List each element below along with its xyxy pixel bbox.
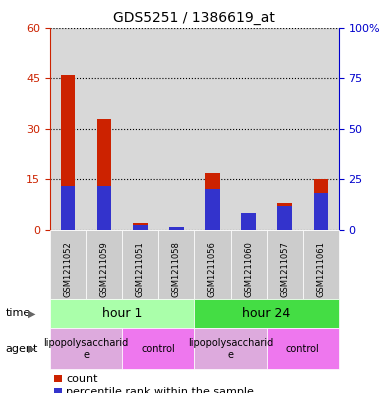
Bar xyxy=(313,179,328,230)
Text: hour 1: hour 1 xyxy=(102,307,142,320)
Text: lipopolysaccharid
e: lipopolysaccharid e xyxy=(44,338,129,360)
Text: control: control xyxy=(286,344,320,354)
Text: GSM1211051: GSM1211051 xyxy=(136,241,145,297)
Text: GSM1211061: GSM1211061 xyxy=(316,241,325,297)
Bar xyxy=(97,119,111,230)
Bar xyxy=(241,213,256,230)
Text: GSM1211058: GSM1211058 xyxy=(172,241,181,297)
Bar xyxy=(133,225,147,230)
Text: count: count xyxy=(66,374,98,384)
Bar xyxy=(313,193,328,230)
Bar xyxy=(278,203,292,230)
Bar xyxy=(133,223,147,230)
Title: GDS5251 / 1386619_at: GDS5251 / 1386619_at xyxy=(114,11,275,25)
Text: GSM1211052: GSM1211052 xyxy=(64,241,73,297)
Text: GSM1211060: GSM1211060 xyxy=(244,241,253,297)
Bar xyxy=(61,75,75,230)
Text: GSM1211056: GSM1211056 xyxy=(208,241,217,297)
Text: time: time xyxy=(6,309,31,318)
Text: control: control xyxy=(141,344,175,354)
Text: percentile rank within the sample: percentile rank within the sample xyxy=(66,387,254,393)
Text: hour 24: hour 24 xyxy=(243,307,291,320)
Text: GSM1211059: GSM1211059 xyxy=(100,241,109,297)
Bar xyxy=(169,228,184,230)
Bar xyxy=(205,173,220,230)
Text: agent: agent xyxy=(6,344,38,354)
Text: GSM1211057: GSM1211057 xyxy=(280,241,289,297)
Bar xyxy=(278,206,292,230)
Bar xyxy=(169,226,184,230)
Bar xyxy=(205,189,220,230)
Bar xyxy=(61,186,75,230)
Bar xyxy=(241,220,256,230)
Bar xyxy=(97,186,111,230)
Text: ▶: ▶ xyxy=(28,309,35,318)
Text: lipopolysaccharid
e: lipopolysaccharid e xyxy=(188,338,273,360)
Text: ▶: ▶ xyxy=(28,344,35,354)
